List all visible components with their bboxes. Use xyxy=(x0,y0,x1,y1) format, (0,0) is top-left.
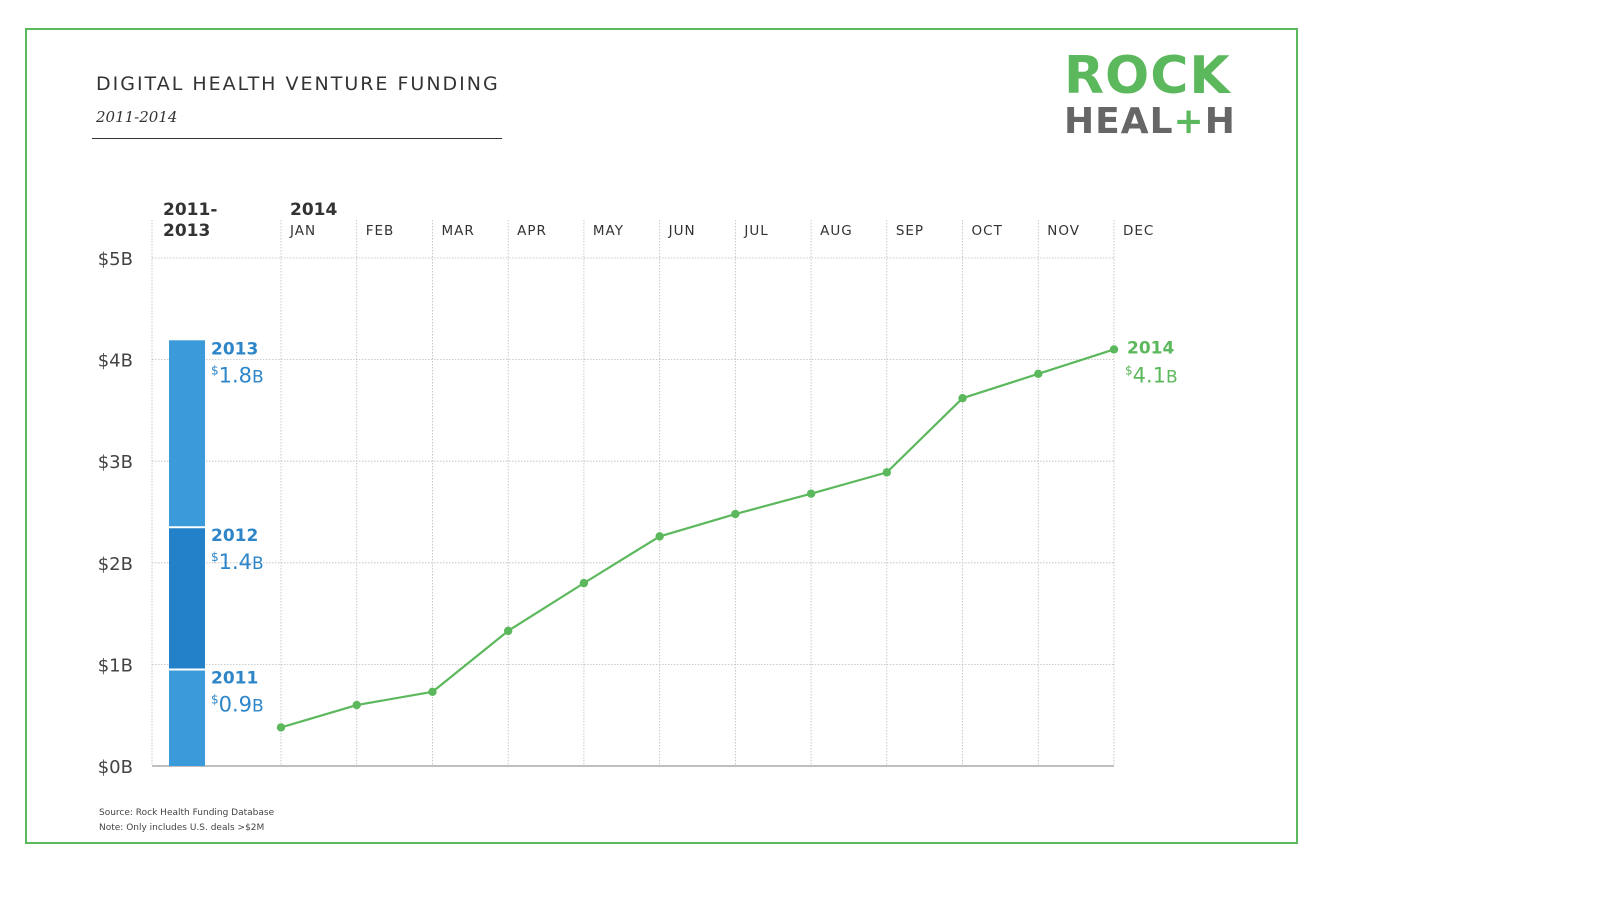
month-label: OCT xyxy=(972,223,1003,239)
month-label: JAN xyxy=(289,223,316,239)
group-label-line: 2014 xyxy=(290,200,337,220)
data-point xyxy=(428,687,437,697)
y-tick-label: $0B xyxy=(98,757,133,778)
y-tick-label: $4B xyxy=(98,351,133,372)
data-point xyxy=(655,532,664,541)
source-note: Source: Rock Health Funding Database xyxy=(99,808,275,818)
bar-segment-2011 xyxy=(169,669,205,766)
data-point xyxy=(806,489,816,498)
y-tick-label: $1B xyxy=(98,655,133,676)
month-label: FEB xyxy=(366,223,395,239)
rock-health-logo: ROCK HEAL+H xyxy=(1064,50,1236,140)
deal-note: Note: Only includes U.S. deals >$2M xyxy=(99,823,265,833)
data-point xyxy=(1109,345,1119,354)
bar-value-label: $0.9B xyxy=(211,692,264,716)
month-label: DEC xyxy=(1123,223,1154,239)
month-label: SEP xyxy=(896,223,924,239)
data-point xyxy=(731,509,740,519)
month-label: NOV xyxy=(1047,223,1080,239)
y-tick-label: $2B xyxy=(98,554,133,575)
bar-year-label: 2013 xyxy=(211,339,258,359)
series-line-2014 xyxy=(280,348,1115,729)
month-label: MAR xyxy=(441,223,474,239)
data-point xyxy=(276,723,286,732)
bar-year-label: 2012 xyxy=(211,526,258,546)
logo-plus: + xyxy=(1173,101,1205,142)
bar-value-label: $1.8B xyxy=(211,363,264,387)
bar-segment-2012 xyxy=(169,527,205,670)
chart-title: DIGITAL HEALTH VENTURE FUNDING xyxy=(96,73,500,95)
bar-segment-2013 xyxy=(169,340,205,528)
y-tick-label: $3B xyxy=(98,452,133,473)
month-label: APR xyxy=(517,223,547,239)
logo-text-h: H xyxy=(1204,101,1236,142)
logo-text-top: ROCK xyxy=(1064,46,1231,106)
data-point xyxy=(958,394,967,403)
data-point xyxy=(352,700,361,710)
logo-text-bottom: HEAL+H xyxy=(1064,104,1236,140)
data-point xyxy=(503,626,513,636)
data-point xyxy=(882,468,892,477)
month-label: JUL xyxy=(743,223,768,239)
end-label-year: 2014 xyxy=(1127,338,1174,358)
month-label: JUN xyxy=(668,223,696,239)
title-divider xyxy=(92,138,502,139)
end-label-value: $4.1B xyxy=(1125,363,1178,387)
bar-year-label: 2011 xyxy=(211,668,258,688)
data-point xyxy=(1034,369,1043,379)
month-label: MAY xyxy=(593,223,624,239)
chart-subtitle: 2011-2014 xyxy=(96,108,178,126)
chart-notes: Source: Rock Health Funding Database Not… xyxy=(99,806,274,836)
logo-text-heal: HEAL xyxy=(1064,101,1174,142)
data-point xyxy=(579,578,589,588)
bar-value-label: $1.4B xyxy=(211,550,264,574)
group-label-bar-line1: 2011- xyxy=(163,200,217,220)
y-tick-label: $5B xyxy=(98,249,133,270)
group-label-bar-line2: 2013 xyxy=(163,221,210,241)
month-label: AUG xyxy=(820,223,853,239)
chart-frame xyxy=(25,28,1298,844)
